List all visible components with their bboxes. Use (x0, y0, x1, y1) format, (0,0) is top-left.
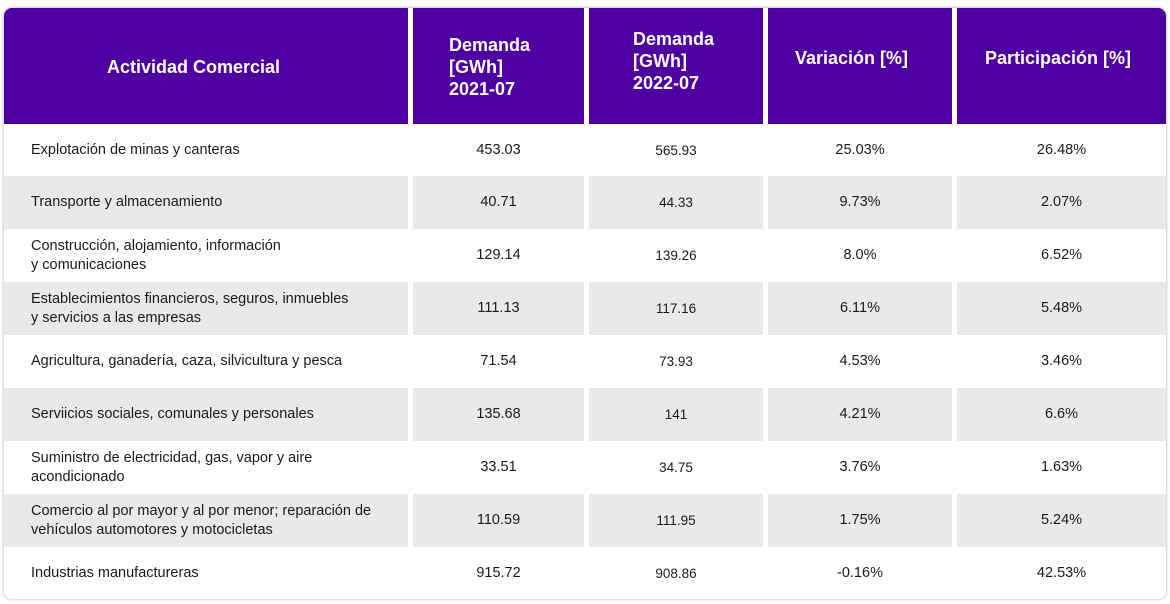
table-row: Comercio al por mayor y al por menor; re… (4, 494, 1166, 547)
actividad-line: Comercio al por mayor y al por menor; re… (31, 502, 372, 519)
cell-actividad: Suministro de electricidad, gas, vapor y… (4, 441, 413, 494)
actividad-line: Construcción, alojamiento, información (31, 237, 281, 254)
cell-participacion: 26.48% (1036, 141, 1087, 158)
cell-demanda-2022: 111.95 (589, 494, 768, 547)
actividad-line: y comunicaciones (31, 256, 147, 273)
actividad-line: Transporte y almacenamiento (31, 194, 223, 210)
cell-demanda-2021: 111.13 (413, 282, 589, 335)
cell-variacion: 6.11% (768, 282, 957, 335)
cell-actividad: Explotación de minas y canteras (4, 124, 413, 176)
cell-demanda-2022: 141 (589, 388, 768, 441)
cell-participacion: 2.07% (957, 176, 1166, 229)
table-row: Industrias manufactureras 915.72 908.86 -0.… (4, 547, 1166, 599)
cell-variacion: 1.75% (768, 494, 957, 547)
cell-variacion: 3.76% (768, 441, 957, 494)
cell-participacion: 6.6% (957, 388, 1166, 441)
cell-variacion: 4.21% (768, 388, 957, 441)
demand-table-card: Actividad Comercial Demanda [GWh] 2021-0… (4, 8, 1166, 599)
cell-participacion: 5.24% (957, 494, 1166, 547)
cell-demanda-2022: 908.86 (589, 547, 768, 599)
actividad-line: vehículos automotores y motocicletas (31, 521, 273, 538)
cell-variacion: 8.0% (768, 229, 957, 282)
cell-actividad: Serviicios sociales, comunales y persona… (4, 388, 413, 441)
cell-demanda-2022: 73.93 (589, 335, 768, 388)
table-row: Serviicios sociales, comunales y persona… (4, 388, 1166, 441)
table-row: Transporte y almacenamiento 40.71 44.33 9.7… (4, 176, 1166, 229)
table-row: Establecimientos financieros, seguros, i… (4, 282, 1166, 335)
cell-demanda-2021: 135.68 (413, 388, 589, 441)
actividad-line: Explotación de minas y canteras (31, 141, 240, 158)
cell-participacion: 5.48% (957, 282, 1166, 335)
actividad-line: y servicios a las empresas (31, 309, 202, 326)
cell-demanda-2022: 34.75 (589, 441, 768, 494)
actividad-line: Establecimientos financieros, seguros, i… (31, 290, 349, 307)
demand-table: Actividad Comercial Demanda [GWh] 2021-0… (4, 8, 1166, 599)
cell-participacion: 6.52% (1040, 247, 1083, 263)
cell-actividad: Comercio al por mayor y al por menor; re… (4, 494, 413, 547)
table-row: Suministro de electricidad, gas, vapor y… (4, 441, 1166, 494)
cell-demanda-2021: 110.59 (413, 494, 589, 547)
cell-variacion: 4.53% (768, 335, 957, 388)
cell-demanda-2022: 117.16 (589, 282, 768, 335)
header-variacion: Variación [%] (768, 8, 957, 124)
table-body: Explotación de minas y canteras 453.03 565… (4, 124, 1166, 599)
cell-variacion: 9.73% (768, 176, 957, 229)
table-row: Construcción, alojamiento, información y … (4, 229, 1166, 282)
cell-participacion: 1.63% (1040, 459, 1083, 475)
actividad-line: Industrias manufactureras (31, 565, 199, 581)
cell-variacion: -0.16% (768, 547, 957, 599)
cell-demanda-2022: 139.26 (589, 229, 768, 282)
cell-demanda-2021: 40.71 (413, 176, 589, 229)
cell-actividad: Establecimientos financieros, seguros, i… (4, 282, 413, 335)
cell-actividad: Industrias manufactureras (4, 547, 413, 599)
header-participacion: Participación [%] (957, 8, 1166, 124)
cell-demanda-2021: 33.51 (413, 441, 589, 494)
cell-variacion: 25.03% (768, 124, 957, 176)
actividad-line: Agricultura, ganadería, caza, silvicultu… (31, 353, 343, 369)
table-row: Explotación de minas y canteras 453.03 565… (4, 124, 1166, 176)
header-actividad: Actividad Comercial (4, 8, 413, 124)
header-demanda-2022: Demanda [GWh] 2022-07 (589, 8, 768, 124)
cell-participacion: 42.53% (1036, 565, 1087, 581)
actividad-line: Serviicios sociales, comunales y persona… (31, 406, 314, 422)
cell-demanda-2021: 915.72 (413, 547, 589, 599)
cell-actividad: Construcción, alojamiento, información y … (4, 229, 413, 282)
actividad-line: Suministro de electricidad, gas, vapor y… (31, 449, 313, 466)
actividad-line: acondicionado (31, 468, 125, 485)
cell-participacion: 3.46% (1040, 353, 1083, 369)
header-demanda-2021: Demanda [GWh] 2021-07 (413, 8, 589, 124)
cell-demanda-2022: 565.93 (589, 124, 768, 176)
cell-actividad: Agricultura, ganadería, caza, silvicultu… (4, 335, 413, 388)
table-row: Agricultura, ganadería, caza, silvicultu… (4, 335, 1166, 388)
cell-actividad: Transporte y almacenamiento (4, 176, 413, 229)
cell-demanda-2021: 71.54 (413, 335, 589, 388)
cell-demanda-2022: 44.33 (589, 176, 768, 229)
cell-demanda-2021: 453.03 (413, 124, 589, 176)
cell-demanda-2021: 129.14 (413, 229, 589, 282)
header-row: Actividad Comercial Demanda [GWh] 2021-0… (4, 8, 1166, 124)
